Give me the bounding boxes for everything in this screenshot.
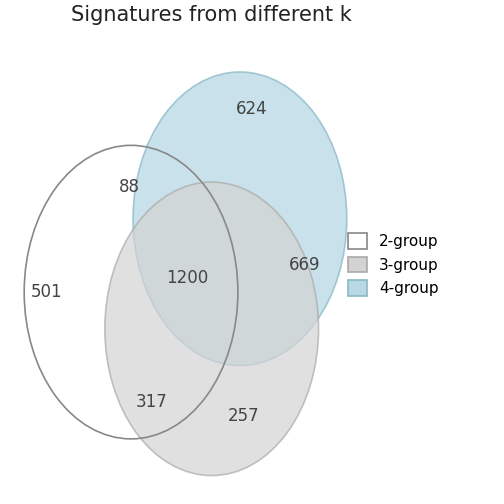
Text: 317: 317 bbox=[136, 393, 167, 411]
Title: Signatures from different k: Signatures from different k bbox=[71, 6, 352, 25]
Text: 1200: 1200 bbox=[166, 269, 209, 287]
Ellipse shape bbox=[105, 182, 319, 476]
Text: 501: 501 bbox=[31, 283, 62, 301]
Text: 624: 624 bbox=[236, 100, 268, 117]
Text: 257: 257 bbox=[228, 407, 260, 425]
Text: 88: 88 bbox=[118, 177, 140, 196]
Legend: 2-group, 3-group, 4-group: 2-group, 3-group, 4-group bbox=[348, 233, 438, 296]
Text: 669: 669 bbox=[289, 256, 320, 274]
Ellipse shape bbox=[133, 72, 347, 365]
